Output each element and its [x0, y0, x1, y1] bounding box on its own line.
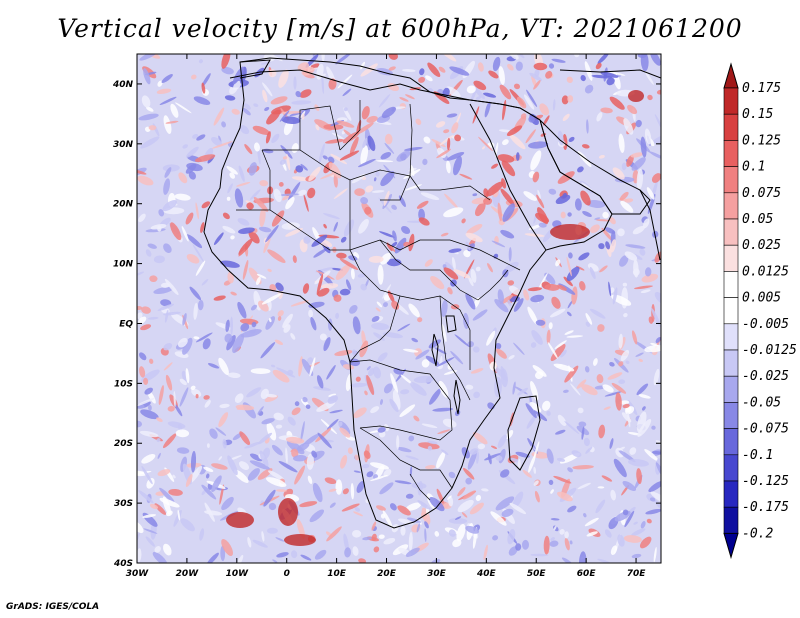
colorbar-level-label: 0.075: [742, 186, 781, 201]
lat-tick-label: EQ: [119, 319, 133, 329]
colorbar-swatch: [723, 166, 739, 194]
map-title: Vertical velocity [m/s] at 600hPa, VT: 2…: [57, 14, 743, 43]
colorbar-level-label: 0.125: [742, 133, 781, 148]
colorbar-swatch: [723, 480, 739, 508]
colorbar-top-arrow: [723, 62, 739, 89]
lakes: [431, 315, 461, 415]
colorbar-level-label: 0.025: [742, 238, 781, 253]
colorbar-swatch: [723, 297, 739, 325]
colorbar-swatch: [723, 113, 739, 141]
lon-tick-label: 10E: [327, 569, 347, 579]
lat-tick-label: 40S: [113, 559, 133, 569]
arabia-coastline: [469, 99, 651, 215]
colorbar-swatch: [723, 271, 739, 298]
colorbar-level-label: 0.005: [742, 291, 781, 306]
lon-tick-label: 70E: [627, 569, 647, 579]
lon-tick-label: 30W: [126, 569, 150, 579]
lon-tick-label: 60E: [577, 569, 597, 579]
colorbar-level-label: -0.0125: [742, 343, 797, 358]
colorbar-legend: 0.175 0.15 0.125 0.1 0.075 0.05 0.025 0.0125 0.0…: [723, 62, 797, 560]
plot-frame: [136, 53, 662, 564]
colorbar-bottom-arrow: [723, 532, 739, 560]
colorbar-level-label: -0.025: [742, 369, 789, 384]
colorbar-swatch: [723, 428, 739, 456]
lon-tick-label: 40E: [476, 569, 497, 579]
lon-tick-label: 20W: [176, 569, 200, 579]
colorbar-swatch: [723, 87, 739, 115]
colorbar-swatch: [723, 349, 739, 377]
lat-tick-label: 20N: [113, 200, 134, 210]
longitude-axis: 30W 20W 10W 0 10E 20E 30E 40E 50E 60E 70E: [126, 54, 646, 579]
india-west: [639, 189, 661, 261]
colorbar-level-label: -0.2: [742, 526, 773, 541]
colorbar-swatch: [723, 192, 739, 220]
velocity-field: [137, 54, 661, 563]
colorbar-swatch: [723, 506, 739, 534]
colorbar-level-label: 0.1: [742, 160, 765, 175]
colorbar-level-label: -0.05: [742, 395, 781, 410]
colorbar-level-label: -0.125: [742, 474, 789, 489]
colorbar-level-label: 0.175: [742, 81, 781, 96]
colorbar-swatch: [723, 454, 739, 482]
colorbar-level-label: 0.15: [742, 107, 773, 122]
coastlines: [203, 57, 661, 529]
asia-north: [559, 69, 661, 79]
latitude-axis: 40S 30S 20S 10S EQ 10N 20N 30N 40N: [112, 80, 661, 569]
colorbar-swatch: [723, 140, 739, 167]
lat-tick-label: 30N: [113, 140, 134, 150]
colorbar-swatch: [723, 323, 739, 351]
colorbar-swatch: [723, 402, 739, 429]
colorbar-swatch: [723, 375, 739, 403]
lon-tick-label: 0: [284, 569, 290, 579]
colorbar-level-label: -0.005: [742, 317, 789, 332]
lat-tick-label: 10S: [114, 379, 133, 389]
colorbar-level-label: -0.175: [742, 500, 789, 515]
lat-tick-label: 20S: [114, 439, 133, 449]
lon-tick-label: 50E: [527, 569, 547, 579]
colorbar-swatch: [723, 244, 739, 272]
red-sea: [469, 103, 547, 251]
colorbar-swatch: [723, 218, 739, 246]
mediterranean-north: [229, 69, 471, 101]
lon-tick-label: 20E: [377, 569, 397, 579]
colorbar-level-label: 0.05: [742, 212, 773, 227]
lon-tick-label: 10W: [226, 569, 250, 579]
country-borders: [236, 100, 521, 501]
lat-tick-label: 30S: [114, 499, 133, 509]
iberia: [239, 59, 271, 79]
colorbar-level-label: -0.075: [742, 422, 789, 437]
grads-credit: GrADS: IGES/COLA: [6, 602, 100, 612]
lon-tick-label: 30E: [427, 569, 447, 579]
madagascar: [507, 395, 541, 471]
lat-tick-label: 40N: [112, 80, 134, 90]
lat-tick-label: 10N: [113, 260, 134, 270]
colorbar-level-label: -0.1: [742, 448, 773, 463]
colorbar-level-label: 0.0125: [742, 264, 789, 279]
